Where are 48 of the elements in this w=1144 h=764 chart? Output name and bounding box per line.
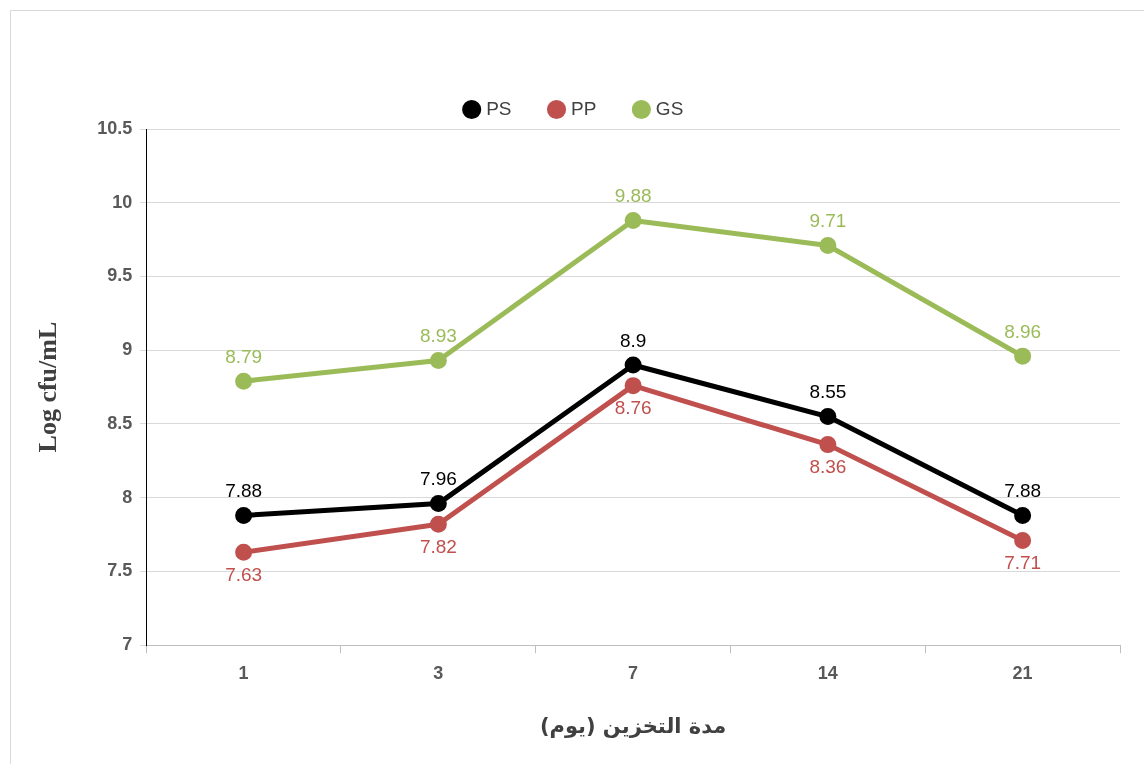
data-label: 8.96 [1004,320,1042,342]
point [235,506,253,524]
data-label: 8.76 [614,397,652,419]
point [429,352,447,370]
point [235,543,253,561]
data-label: 8.93 [419,325,457,347]
x-tick-label: 3 [433,662,444,683]
data-label: 7.71 [1004,552,1042,574]
point [1014,347,1032,365]
legend-label: GS [655,97,684,119]
y-tick-label: 10 [112,191,133,212]
y-tick-label: 9.5 [107,265,133,286]
point [624,356,642,374]
data-label: 7.63 [225,564,263,586]
data-label: 8.55 [809,381,847,403]
point [429,495,447,513]
point [819,237,837,255]
y-tick-label: 10.5 [97,117,133,138]
point [819,408,837,426]
y-tick-label: 8.5 [107,412,133,433]
data-label: 8.79 [225,345,263,367]
data-label: 7.88 [1004,480,1042,502]
data-label: 7.82 [419,536,457,557]
y-tick-label: 8 [122,486,133,507]
point [235,372,253,390]
y-tick-label: 9 [122,339,133,360]
x-tick-label: 21 [1012,662,1033,683]
point [624,377,642,395]
data-label: 9.88 [614,185,652,207]
legend-label: PP [571,97,597,119]
x-tick-label: 1 [238,662,249,683]
x-tick-label: 7 [628,662,639,683]
point [819,436,837,454]
y-tick-label: 7 [122,634,133,655]
x-axis-title: مدة التخزين (يوم) [539,713,727,738]
x-tick-label: 14 [817,662,838,683]
y-axis-title: Log cfu/mL [33,321,63,453]
point [1014,506,1032,524]
data-label: 7.88 [225,480,263,502]
data-label: 9.71 [809,210,847,232]
legend-label: PS [486,97,512,119]
point [624,211,642,229]
y-tick-label: 7.5 [107,560,133,581]
data-label: 8.9 [619,329,647,351]
data-label: 7.96 [419,468,457,490]
point [1014,531,1032,549]
data-label: 8.36 [809,456,847,478]
point [429,515,447,533]
